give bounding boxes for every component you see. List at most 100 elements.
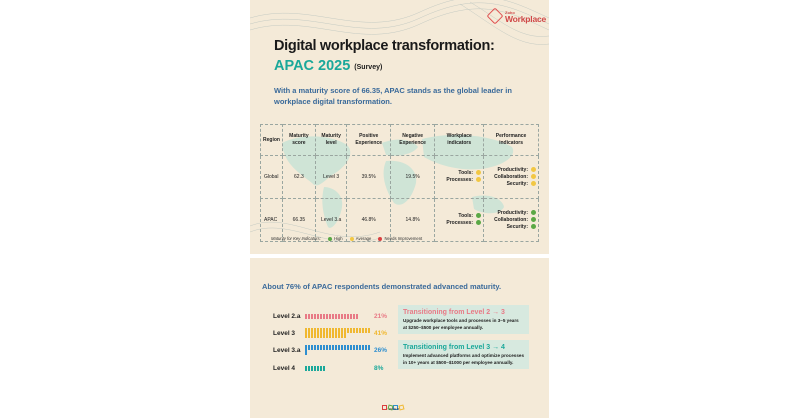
person-icon xyxy=(368,345,370,350)
person-icon xyxy=(365,345,367,350)
person-icon xyxy=(320,328,322,333)
transition-card-2-3: Transitioning from Level 2 → 3 Upgrade w… xyxy=(398,305,529,334)
score-cell: 62.3 xyxy=(281,155,316,199)
people-icons-row xyxy=(305,345,371,355)
person-icon xyxy=(341,328,343,333)
legend-label: Needs Improvement xyxy=(384,236,423,241)
person-icon xyxy=(329,328,331,333)
person-icon xyxy=(314,328,316,333)
person-icon xyxy=(314,345,316,350)
header-cell: Performance indicators xyxy=(483,124,539,156)
person-icon xyxy=(326,333,328,338)
person-icon xyxy=(332,314,334,319)
subtitle-region: APAC 2025 xyxy=(274,58,351,74)
person-icon xyxy=(323,314,325,319)
positive-cell: 46.8% xyxy=(346,198,391,242)
table-row: Global 62.3 Level 3 39.5% 19.5% Tools: P… xyxy=(260,155,539,199)
level-label: Level 2.a xyxy=(273,313,301,320)
indicator-label: Collaboration: xyxy=(494,173,528,180)
legend-label: Average xyxy=(355,236,372,241)
level-cell: Level 3 xyxy=(314,155,348,199)
table-header-row: Region Maturity score Maturity level Pos… xyxy=(260,124,539,156)
person-icon xyxy=(320,366,322,371)
region-cell: APAC xyxy=(260,198,283,242)
legend-item: Needs Improvement xyxy=(375,236,422,241)
indicator-label: Security: xyxy=(506,180,528,187)
person-icon xyxy=(353,345,355,350)
person-icon xyxy=(317,328,319,333)
level-percent: 8% xyxy=(374,365,384,372)
person-icon xyxy=(344,328,346,333)
indicator-item: Collaboration: xyxy=(486,217,536,224)
person-icon xyxy=(344,314,346,319)
person-icon xyxy=(347,314,349,319)
brand-name: Workplace xyxy=(505,14,547,24)
negative-cell: 19.5% xyxy=(389,155,436,199)
person-icon xyxy=(317,366,319,371)
person-icon xyxy=(311,328,313,333)
person-icon xyxy=(359,345,361,350)
card-body: Upgrade workplace tools and processes in… xyxy=(403,318,519,330)
person-icon xyxy=(305,333,307,338)
indicator-item: Productivity: xyxy=(486,210,536,217)
person-icon xyxy=(326,345,328,350)
person-icon xyxy=(305,314,307,319)
indicator-item: Processes: xyxy=(437,177,482,184)
page-title: Digital workplace transformation: xyxy=(274,38,495,54)
person-icon xyxy=(326,328,328,333)
status-dot-icon xyxy=(531,223,536,229)
person-icon xyxy=(335,314,337,319)
person-icon xyxy=(320,345,322,350)
person-icon xyxy=(308,345,310,350)
person-icon xyxy=(335,333,337,338)
level-percent: 26% xyxy=(374,347,388,354)
person-icon xyxy=(350,345,352,350)
person-icon xyxy=(347,328,349,333)
person-icon xyxy=(338,328,340,333)
brand-small: Zoho xyxy=(505,10,515,15)
zoho-logo-icon xyxy=(382,397,408,411)
person-icon xyxy=(344,345,346,350)
indicator-item: Tools: xyxy=(437,213,482,220)
person-icon xyxy=(311,333,313,338)
person-icon xyxy=(329,345,331,350)
person-icon xyxy=(308,328,310,333)
person-icon xyxy=(362,345,364,350)
card-body: Implement advanced platforms and optimiz… xyxy=(403,353,525,365)
region-cell: Global xyxy=(260,155,283,199)
header-cell: Positive Experience xyxy=(346,124,391,156)
legend-dot-icon xyxy=(327,236,332,241)
status-dot-icon xyxy=(476,220,482,226)
person-icon xyxy=(305,345,307,350)
maturity-legend: Maturity for Key Indicators: High Averag… xyxy=(271,236,422,241)
person-icon xyxy=(332,333,334,338)
indicator-label: Productivity: xyxy=(497,209,528,216)
person-icon xyxy=(341,333,343,338)
person-icon xyxy=(329,314,331,319)
person-icon xyxy=(338,333,340,338)
status-dot-icon xyxy=(531,173,536,179)
header-cell: Workplace indicators xyxy=(434,124,485,156)
people-icons-row xyxy=(305,328,371,338)
indicator-item: Security: xyxy=(486,224,536,231)
level-percent: 21% xyxy=(374,313,388,320)
indicator-label: Processes: xyxy=(446,220,474,226)
indicator-item: Processes: xyxy=(437,220,482,227)
level-cell: Level 3.a xyxy=(314,198,348,242)
performance-indicators-cell: Productivity: Collaboration: Security: xyxy=(483,155,539,199)
person-icon xyxy=(311,366,313,371)
card-title: Transitioning from Level 3 → 4 xyxy=(403,344,505,351)
person-icon xyxy=(305,328,307,333)
status-dot-icon xyxy=(531,216,536,222)
person-icon xyxy=(314,333,316,338)
person-icon xyxy=(323,328,325,333)
card-title: Transitioning from Level 2 → 3 xyxy=(403,309,505,316)
person-icon xyxy=(356,314,358,319)
person-icon xyxy=(350,314,352,319)
indicator-item: Tools: xyxy=(437,170,482,177)
status-dot-icon xyxy=(531,209,536,215)
person-icon xyxy=(359,328,361,333)
person-icon xyxy=(368,328,370,333)
status-dot-icon xyxy=(476,213,482,219)
person-icon xyxy=(332,328,334,333)
